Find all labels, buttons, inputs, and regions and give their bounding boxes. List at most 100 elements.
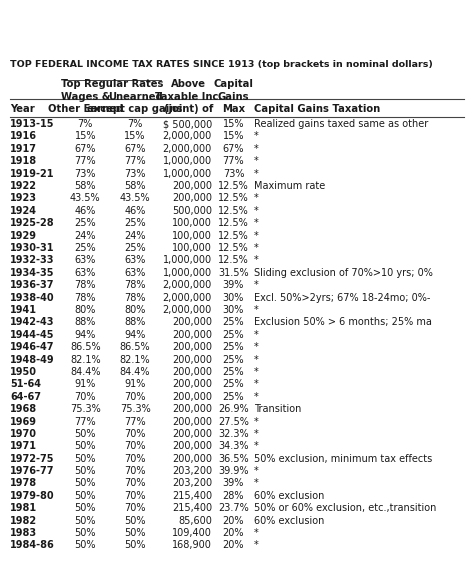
Text: 28%: 28% bbox=[223, 491, 244, 501]
Text: 25%: 25% bbox=[223, 354, 244, 365]
Text: *: * bbox=[254, 218, 258, 228]
Text: 70%: 70% bbox=[124, 491, 146, 501]
Text: 50%: 50% bbox=[74, 454, 96, 464]
Text: 25%: 25% bbox=[223, 342, 244, 352]
Text: 86.5%: 86.5% bbox=[70, 342, 100, 352]
Text: 1972-75: 1972-75 bbox=[10, 454, 55, 464]
Text: Gains: Gains bbox=[218, 92, 249, 102]
Text: 1916: 1916 bbox=[10, 132, 37, 141]
Text: 39.9%: 39.9% bbox=[218, 466, 249, 476]
Text: 1934-35: 1934-35 bbox=[10, 268, 55, 278]
Text: 15%: 15% bbox=[223, 119, 244, 129]
Text: 64-67: 64-67 bbox=[10, 392, 41, 401]
Text: 1919-21: 1919-21 bbox=[10, 168, 55, 179]
Text: 58%: 58% bbox=[74, 181, 96, 191]
Text: Exclusion 50% > 6 months; 25% ma: Exclusion 50% > 6 months; 25% ma bbox=[254, 318, 431, 327]
Text: 20%: 20% bbox=[223, 515, 244, 526]
Text: 215,400: 215,400 bbox=[172, 491, 212, 501]
Text: Taxable Inc.: Taxable Inc. bbox=[155, 92, 222, 102]
Text: 200,000: 200,000 bbox=[172, 404, 212, 414]
Text: 50%: 50% bbox=[74, 515, 96, 526]
Text: 43.5%: 43.5% bbox=[70, 193, 100, 204]
Text: 24%: 24% bbox=[124, 231, 146, 240]
Text: *: * bbox=[254, 354, 258, 365]
Text: 50%: 50% bbox=[124, 540, 146, 551]
Text: 200,000: 200,000 bbox=[172, 441, 212, 451]
Text: 63%: 63% bbox=[74, 268, 96, 278]
Text: 46%: 46% bbox=[124, 206, 146, 216]
Text: 70%: 70% bbox=[124, 454, 146, 464]
Text: 200,000: 200,000 bbox=[172, 354, 212, 365]
Text: 1917: 1917 bbox=[10, 144, 37, 154]
Text: 1936-37: 1936-37 bbox=[10, 280, 55, 290]
Text: 168,900: 168,900 bbox=[172, 540, 212, 551]
Text: 91%: 91% bbox=[74, 379, 96, 390]
Text: 34.3%: 34.3% bbox=[218, 441, 249, 451]
Text: 1948-49: 1948-49 bbox=[10, 354, 55, 365]
Text: 200,000: 200,000 bbox=[172, 454, 212, 464]
Text: Above: Above bbox=[171, 79, 206, 90]
Text: 50%: 50% bbox=[74, 429, 96, 439]
Text: 82.1%: 82.1% bbox=[120, 354, 150, 365]
Text: 1976-77: 1976-77 bbox=[10, 466, 55, 476]
Text: 2,000,000: 2,000,000 bbox=[163, 293, 212, 303]
Text: 200,000: 200,000 bbox=[172, 367, 212, 377]
Text: 12.5%: 12.5% bbox=[218, 255, 249, 265]
Text: 30%: 30% bbox=[223, 293, 244, 303]
Text: 100,000: 100,000 bbox=[172, 231, 212, 240]
Text: 84.4%: 84.4% bbox=[120, 367, 150, 377]
Text: 75.3%: 75.3% bbox=[120, 404, 150, 414]
Text: 1930-31: 1930-31 bbox=[10, 243, 55, 253]
Text: 24%: 24% bbox=[74, 231, 96, 240]
Text: 25%: 25% bbox=[223, 330, 244, 340]
Text: 7%: 7% bbox=[128, 119, 143, 129]
Text: 100,000: 100,000 bbox=[172, 218, 212, 228]
Text: 15%: 15% bbox=[124, 132, 146, 141]
Text: 200,000: 200,000 bbox=[172, 429, 212, 439]
Text: 27.5%: 27.5% bbox=[218, 417, 249, 426]
Text: 77%: 77% bbox=[223, 156, 244, 166]
Text: 78%: 78% bbox=[74, 293, 96, 303]
Text: 2,000,000: 2,000,000 bbox=[163, 305, 212, 315]
Text: 1938-40: 1938-40 bbox=[10, 293, 55, 303]
Text: 77%: 77% bbox=[74, 156, 96, 166]
Text: 50%: 50% bbox=[74, 466, 96, 476]
Text: 70%: 70% bbox=[124, 441, 146, 451]
Text: 1,000,000: 1,000,000 bbox=[163, 268, 212, 278]
Text: 203,200: 203,200 bbox=[172, 466, 212, 476]
Text: *: * bbox=[254, 528, 258, 538]
Text: 1,000,000: 1,000,000 bbox=[163, 255, 212, 265]
Text: 70%: 70% bbox=[124, 479, 146, 488]
Text: 70%: 70% bbox=[124, 503, 146, 513]
Text: 25%: 25% bbox=[124, 243, 146, 253]
Text: *: * bbox=[254, 305, 258, 315]
Text: 60% exclusion: 60% exclusion bbox=[254, 491, 324, 501]
Text: 1979-80: 1979-80 bbox=[10, 491, 55, 501]
Text: *: * bbox=[254, 466, 258, 476]
Text: 1971: 1971 bbox=[10, 441, 37, 451]
Text: 73%: 73% bbox=[124, 168, 146, 179]
Text: 25%: 25% bbox=[223, 379, 244, 390]
Text: *: * bbox=[254, 280, 258, 290]
Text: 1923: 1923 bbox=[10, 193, 37, 204]
Text: Max: Max bbox=[222, 104, 245, 115]
Text: 7%: 7% bbox=[78, 119, 93, 129]
Text: 20%: 20% bbox=[223, 528, 244, 538]
Text: 200,000: 200,000 bbox=[172, 392, 212, 401]
Text: *: * bbox=[254, 231, 258, 240]
Text: 12.5%: 12.5% bbox=[218, 243, 249, 253]
Text: 25%: 25% bbox=[223, 318, 244, 327]
Text: 25%: 25% bbox=[124, 218, 146, 228]
Text: 1913-15: 1913-15 bbox=[10, 119, 55, 129]
Text: *: * bbox=[254, 367, 258, 377]
Text: 39%: 39% bbox=[223, 280, 244, 290]
Text: $ 500,000: $ 500,000 bbox=[163, 119, 212, 129]
Text: 20%: 20% bbox=[223, 540, 244, 551]
Text: 50% exclusion, minimum tax effects: 50% exclusion, minimum tax effects bbox=[254, 454, 432, 464]
Text: 215,400: 215,400 bbox=[172, 503, 212, 513]
Text: 50%: 50% bbox=[74, 528, 96, 538]
Text: 31.5%: 31.5% bbox=[218, 268, 249, 278]
Text: 200,000: 200,000 bbox=[172, 417, 212, 426]
Text: *: * bbox=[254, 132, 258, 141]
Text: 63%: 63% bbox=[74, 255, 96, 265]
